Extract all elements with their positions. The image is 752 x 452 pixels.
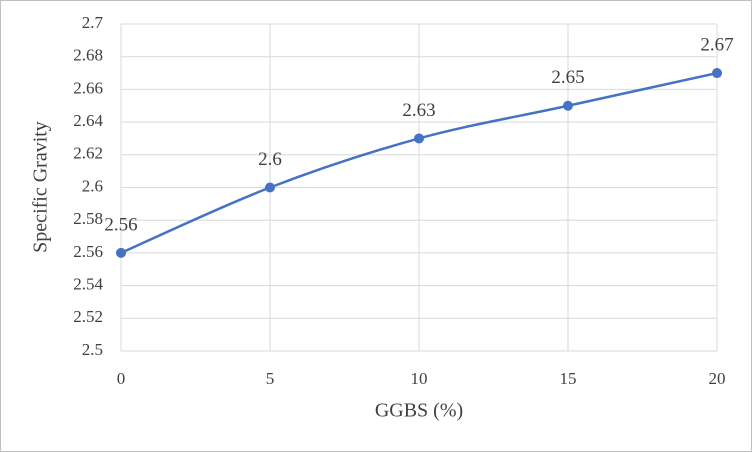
- y-tick-label: 2.62: [73, 144, 103, 163]
- x-tick-label: 20: [709, 369, 726, 388]
- y-tick-label: 2.56: [73, 242, 103, 261]
- y-axis-title: Specific Gravity: [30, 121, 52, 253]
- data-label: 2.56: [104, 214, 137, 235]
- y-tick-label: 2.68: [73, 46, 103, 65]
- marker: [414, 133, 424, 144]
- x-tick-label: 0: [117, 369, 126, 388]
- y-tick-label: 2.7: [82, 13, 104, 32]
- data-label: 2.6: [258, 149, 282, 170]
- x-tick-label: 10: [411, 369, 428, 388]
- x-tick-label: 15: [560, 369, 577, 388]
- data-label: 2.65: [551, 67, 584, 88]
- y-tick-label: 2.66: [73, 78, 103, 97]
- y-tick-label: 2.64: [73, 111, 103, 130]
- y-tick-label: 2.52: [73, 307, 103, 326]
- marker: [265, 182, 275, 193]
- x-tick-label: 5: [266, 369, 275, 388]
- x-axis-title: GGBS (%): [375, 400, 463, 422]
- y-tick-label: 2.5: [82, 340, 103, 359]
- data-label: 2.67: [700, 34, 733, 55]
- marker: [563, 100, 573, 111]
- y-tick-label: 2.6: [82, 176, 103, 195]
- marker: [712, 68, 722, 79]
- y-tick-label: 2.58: [73, 209, 103, 228]
- marker: [116, 247, 126, 258]
- y-tick-label: 2.54: [73, 275, 103, 294]
- data-label: 2.63: [402, 100, 435, 121]
